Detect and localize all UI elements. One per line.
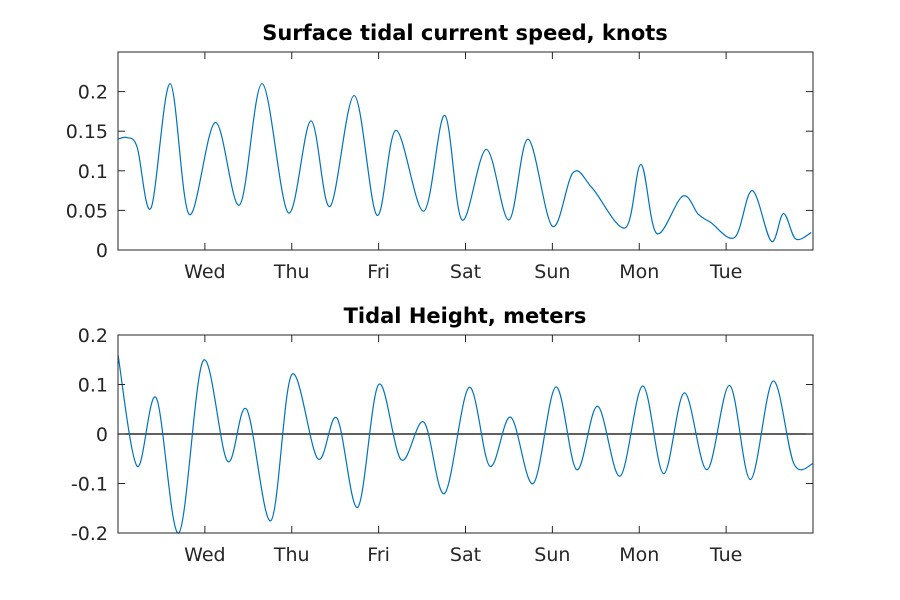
tidal-height-chart: Tidal Height, meters Wed Thu Fri Sat Sun Mon T… (71, 304, 814, 566)
tidal-height-ticks: Wed Thu Fri Sat Sun Mon Tue -0.2 -0.1 0 0.1 0.2 (71, 325, 813, 566)
current-speed-series-line (117, 83, 812, 242)
tidal-height-x-tick-label: Wed (184, 544, 225, 566)
tidal-height-x-tick-label: Sat (450, 544, 481, 566)
tidal-height-y-tick-label: 0 (96, 424, 108, 446)
current-speed-chart: Surface tidal current speed, knots Wed Th… (66, 21, 814, 283)
current-speed-x-tick-label: Sun (534, 261, 570, 283)
current-speed-y-tick-label: 0 (96, 240, 108, 262)
current-speed-ticks: Wed Thu Fri Sat Sun Mon Tue 0 0.05 0.1 0.15 0.2 (66, 52, 813, 283)
current-speed-x-tick-label: Fri (367, 261, 390, 283)
tidal-height-chart-title: Tidal Height, meters (344, 304, 587, 328)
current-speed-x-tick-label: Thu (273, 261, 310, 283)
tidal-height-series-line (117, 354, 814, 534)
tidal-height-x-tick-label: Thu (273, 544, 310, 566)
current-speed-x-tick-label: Sat (450, 261, 481, 283)
tidal-height-y-tick-label: -0.1 (71, 474, 108, 496)
tidal-height-x-tick-label: Fri (367, 544, 390, 566)
current-speed-x-tick-label: Wed (184, 261, 225, 283)
tidal-height-y-tick-label: 0.1 (78, 375, 108, 397)
tidal-height-x-tick-label: Mon (619, 544, 659, 566)
tidal-height-x-tick-label: Tue (709, 544, 742, 566)
current-speed-x-tick-label: Tue (709, 261, 742, 283)
tidal-height-y-tick-label: -0.2 (71, 523, 108, 545)
current-speed-y-tick-label: 0.15 (66, 121, 108, 143)
tidal-height-y-tick-label: 0.2 (78, 325, 108, 347)
current-speed-y-tick-label: 0.05 (66, 200, 108, 222)
current-speed-x-tick-label: Mon (619, 261, 659, 283)
current-speed-chart-title: Surface tidal current speed, knots (262, 21, 668, 45)
current-speed-y-tick-label: 0.1 (78, 161, 108, 183)
current-speed-y-tick-label: 0.2 (78, 82, 108, 104)
tidal-height-x-tick-label: Sun (534, 544, 570, 566)
